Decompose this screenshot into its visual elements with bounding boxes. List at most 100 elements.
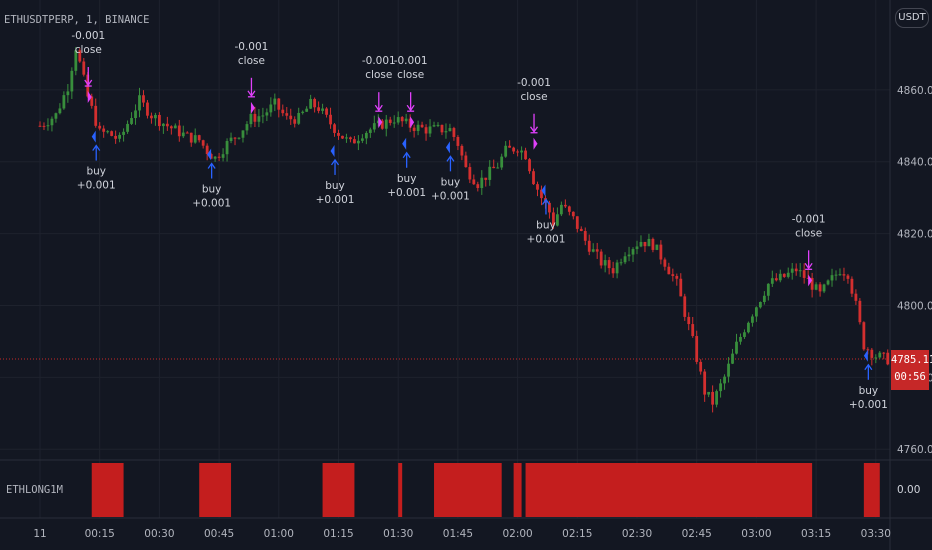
candle-body	[472, 179, 476, 185]
candle-body	[277, 98, 281, 110]
close-marker	[87, 91, 92, 104]
price-tick-label: 4760.00	[897, 444, 932, 456]
candle-body	[492, 166, 496, 169]
close-marker	[410, 116, 415, 129]
candle-body	[154, 114, 157, 119]
candle-body	[758, 301, 762, 308]
buy-arrow-head	[541, 198, 550, 205]
buy-label: buy	[202, 184, 222, 196]
currency-button[interactable]: USDT	[895, 8, 929, 28]
candle-body	[237, 137, 241, 139]
buy-signal[interactable]: buy +0.001	[316, 144, 355, 206]
candle-body	[766, 283, 770, 296]
close-arrow-head	[374, 104, 383, 112]
candle-body	[874, 357, 878, 359]
candle-body	[412, 127, 416, 132]
candle-body	[603, 260, 607, 266]
candle-body	[233, 137, 237, 139]
buy-signal[interactable]: buy +0.001	[527, 184, 566, 245]
time-tick-label: 00:15	[85, 528, 115, 540]
candle-body	[675, 275, 679, 279]
candle-body	[838, 274, 842, 276]
buy-signal[interactable]: buy +0.001	[387, 137, 426, 199]
candle-body	[165, 123, 169, 127]
candle-body	[798, 270, 802, 272]
time-tick-label: 02:30	[622, 528, 652, 540]
buy-marker	[402, 137, 407, 150]
candle-body	[659, 244, 663, 260]
candle-body	[579, 228, 583, 232]
candle-body	[150, 115, 153, 119]
price-tick-label: 4840.00	[897, 157, 932, 169]
candle-body	[631, 249, 635, 255]
candle-body	[321, 108, 324, 111]
candle-body	[110, 131, 114, 136]
candle-body	[583, 231, 587, 241]
buy-signal[interactable]: buy +0.001	[192, 148, 231, 210]
candle-body	[273, 98, 277, 105]
close-label: close	[397, 69, 424, 81]
candle-body	[360, 138, 364, 141]
price-tick-label: 4800.00	[897, 300, 932, 312]
candle-body	[289, 115, 293, 120]
candle-body	[802, 270, 806, 278]
close-label: close	[75, 44, 102, 56]
candle-body	[818, 284, 822, 292]
close-signal[interactable]: -0.001 close	[362, 55, 396, 129]
buy-arrow-head	[330, 158, 340, 166]
candle-body	[364, 132, 368, 139]
close-arrow-head	[84, 79, 93, 87]
buy-arrow-head	[92, 144, 101, 151]
candle-body	[177, 125, 181, 137]
candle-body	[313, 98, 317, 108]
close-label: -0.001	[792, 213, 826, 225]
candle-body	[512, 147, 516, 152]
candle-body	[301, 111, 305, 113]
candle-body	[126, 123, 129, 132]
close-signal[interactable]: -0.001 close	[71, 30, 105, 104]
candle-body	[305, 108, 309, 112]
time-tick-label: 02:45	[682, 528, 712, 540]
candle-body	[858, 300, 862, 323]
close-signal[interactable]: -0.001 close	[394, 55, 428, 129]
candle-body	[540, 189, 543, 199]
candle-body	[134, 110, 137, 119]
candle-body	[317, 107, 320, 111]
candle-body	[62, 95, 66, 109]
candle-body	[114, 135, 118, 139]
close-label: close	[365, 69, 392, 81]
buy-signal[interactable]: buy +0.001	[431, 141, 470, 202]
close-signal[interactable]: -0.001 close	[517, 77, 551, 150]
symbol-title[interactable]: ETHUSDTPERP, 1, BINANCE	[4, 14, 150, 26]
current-price-badge: 4785.11 00:56	[891, 350, 932, 390]
close-arrow-head	[247, 90, 256, 97]
candle-body	[711, 391, 715, 405]
candle-body	[205, 145, 209, 155]
close-signal[interactable]: -0.001 close	[792, 213, 826, 287]
candle-body	[739, 336, 742, 342]
candle-body	[627, 254, 631, 257]
close-signal[interactable]: -0.001 close	[235, 41, 269, 114]
candle-body	[747, 322, 750, 333]
candle-body	[528, 159, 531, 172]
buy-marker	[541, 184, 546, 197]
close-label: close	[795, 227, 822, 239]
candle-body	[404, 118, 408, 122]
buy-signal[interactable]: buy +0.001	[849, 349, 888, 411]
candle-body	[265, 112, 269, 116]
candle-body	[400, 117, 404, 122]
indicator-label[interactable]: ETHLONG1M	[6, 484, 63, 496]
candle-body	[285, 113, 289, 116]
candle-body	[436, 124, 440, 126]
candle-body	[42, 125, 46, 127]
buy-signal[interactable]: buy +0.001	[77, 130, 116, 192]
candle-body	[587, 240, 591, 252]
candle-body	[699, 361, 703, 372]
candle-body	[850, 278, 854, 294]
candle-body	[142, 95, 145, 103]
candle-body	[846, 275, 850, 279]
candle-body	[245, 124, 249, 131]
candle-body	[46, 125, 50, 127]
time-tick-label: 00:45	[204, 528, 234, 540]
